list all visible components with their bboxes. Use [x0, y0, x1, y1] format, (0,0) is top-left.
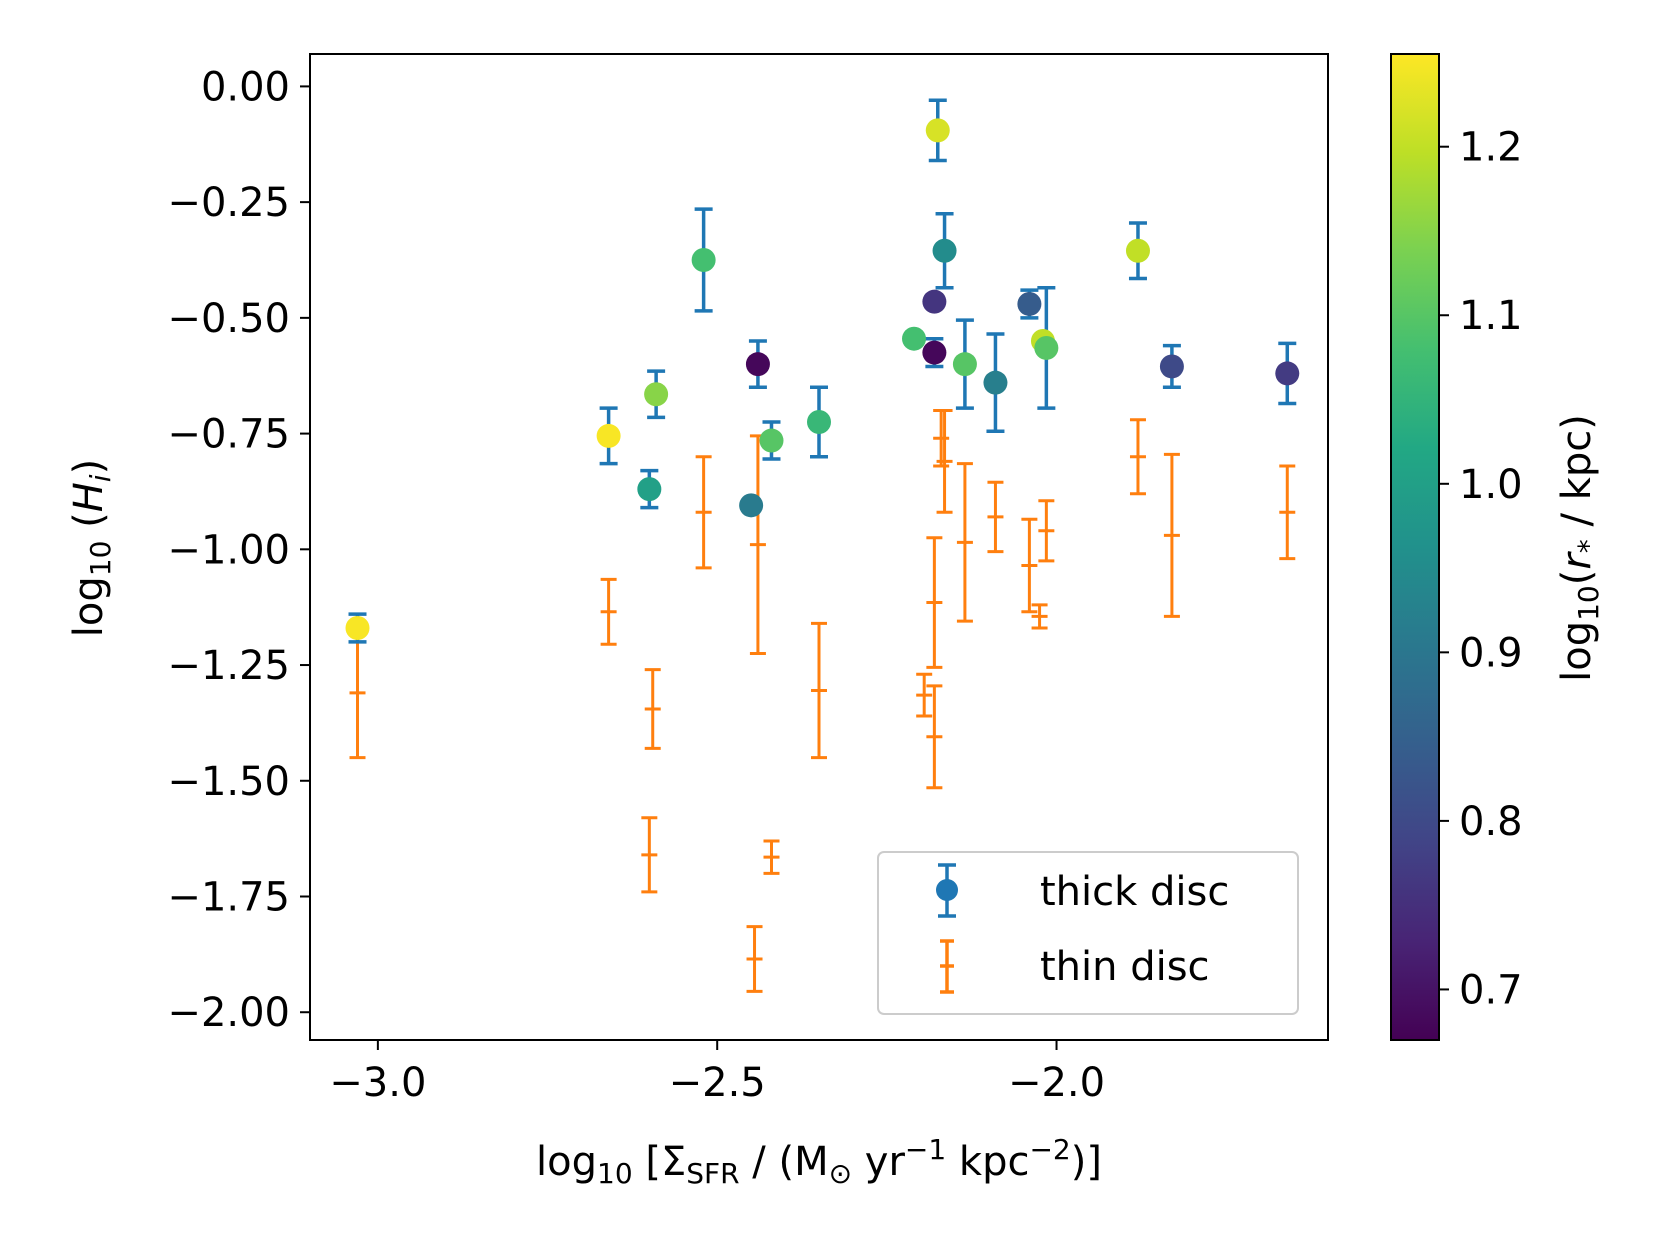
thick-disc-point	[983, 370, 1008, 395]
series-layer	[345, 98, 1300, 993]
thin-disc-errorbar	[936, 408, 953, 514]
thick-disc-point	[1034, 335, 1059, 360]
thin-disc-errorbar	[987, 480, 1004, 554]
y-axis: 0.00 −0.25 −0.50 −0.75 −1.00 −1.25 −1.50 −1.75 −…	[167, 64, 310, 1036]
x-tick-label: −2.0	[1008, 1060, 1105, 1106]
thin-disc-errorbar	[644, 668, 661, 750]
thick-disc-point	[1125, 238, 1150, 263]
y-tick-label: −0.25	[167, 180, 290, 226]
thin-disc-errorbar	[1279, 464, 1296, 561]
thick-disc-point	[644, 382, 669, 407]
thick-disc-point	[739, 493, 764, 518]
legend-box	[877, 851, 1299, 1015]
colorbar-gradient	[1390, 53, 1440, 1041]
thick-disc-point	[922, 289, 947, 314]
thin-disc-errorbar	[746, 925, 763, 993]
thick-disc-point	[759, 428, 784, 453]
x-tick-label: −3.0	[329, 1060, 426, 1106]
thick-disc-point	[922, 340, 947, 365]
thick-disc-point	[925, 118, 950, 143]
thin-disc-errorbar	[695, 455, 712, 570]
thin-disc-errorbar	[926, 684, 943, 790]
thin-disc-errorbar	[956, 462, 973, 623]
thin-disc-errorbar	[600, 577, 617, 646]
colorbar: 0.7 0.8 0.9 1.0 1.1 1.2 log10(r* / kpc)	[1390, 53, 1605, 1041]
plot-area: −3.0 −2.5 −2.0 0.00 −0.25 −0.50 −0.75 −1.00 −1.…	[167, 53, 1329, 1106]
y-tick-label: −1.00	[167, 527, 290, 573]
thick-disc-point	[932, 238, 957, 263]
thick-disc-point	[807, 410, 831, 435]
thin-disc-errorbar	[916, 672, 933, 718]
thin-disc-errorbar	[1031, 603, 1048, 630]
y-tick-label: −0.75	[167, 412, 290, 458]
y-tick-label: −2.00	[167, 990, 290, 1036]
legend-thin-disc-label: thin disc	[1040, 944, 1210, 990]
colorbar-tick-label: 1.1	[1459, 293, 1523, 339]
y-axis-label: log10 (Hi)	[66, 459, 117, 637]
thin-disc-errorbar	[763, 839, 780, 875]
thick-disc-point	[902, 326, 927, 351]
thick-disc-point	[952, 352, 977, 377]
x-axis-label: log10 [ΣSFR / (M⊙ yr−1 kpc−2)]	[536, 1133, 1102, 1190]
thick-disc-point	[745, 352, 770, 377]
x-tick-label: −2.5	[669, 1060, 766, 1106]
thick-disc-point	[1275, 361, 1300, 386]
thick-disc-point	[691, 247, 716, 272]
colorbar-tick-label: 0.8	[1459, 799, 1523, 845]
thin-disc-errorbar	[926, 536, 943, 669]
y-tick-label: −1.75	[167, 874, 290, 920]
x-axis: −3.0 −2.5 −2.0	[329, 1040, 1105, 1106]
y-tick-label: −1.25	[167, 643, 290, 689]
y-tick-label: 0.00	[201, 64, 290, 110]
legend: thick disc thin disc	[877, 851, 1299, 1015]
thin-disc-errorbar	[1129, 418, 1146, 496]
colorbar-label: log10(r* / kpc)	[1554, 414, 1605, 682]
thick-disc-point	[1159, 354, 1184, 379]
thick-disc-point	[345, 616, 370, 641]
thin-disc-errorbar	[641, 816, 658, 894]
thin-disc-errorbar	[1038, 499, 1055, 563]
thin-disc-errorbar	[811, 621, 827, 760]
thin-disc-errorbar	[1163, 452, 1180, 618]
legend-thick-disc-marker	[936, 863, 958, 918]
thick-disc-point	[596, 423, 621, 448]
colorbar-tick-label: 1.0	[1459, 462, 1523, 508]
colorbar-tick-label: 1.2	[1459, 125, 1523, 171]
thin-disc-errorbar	[1021, 517, 1038, 614]
legend-thick-disc-label: thick disc	[1040, 869, 1229, 915]
colorbar-tick-label: 0.7	[1459, 967, 1523, 1013]
y-tick-label: −0.50	[167, 296, 290, 342]
colorbar-ticks: 0.7 0.8 0.9 1.0 1.1 1.2	[1439, 125, 1523, 1013]
thick-disc-point	[637, 477, 662, 502]
y-tick-label: −1.50	[167, 759, 290, 805]
legend-thin-disc-marker	[940, 939, 954, 994]
thick-disc-point	[1017, 291, 1042, 316]
colorbar-tick-label: 0.9	[1459, 630, 1523, 676]
